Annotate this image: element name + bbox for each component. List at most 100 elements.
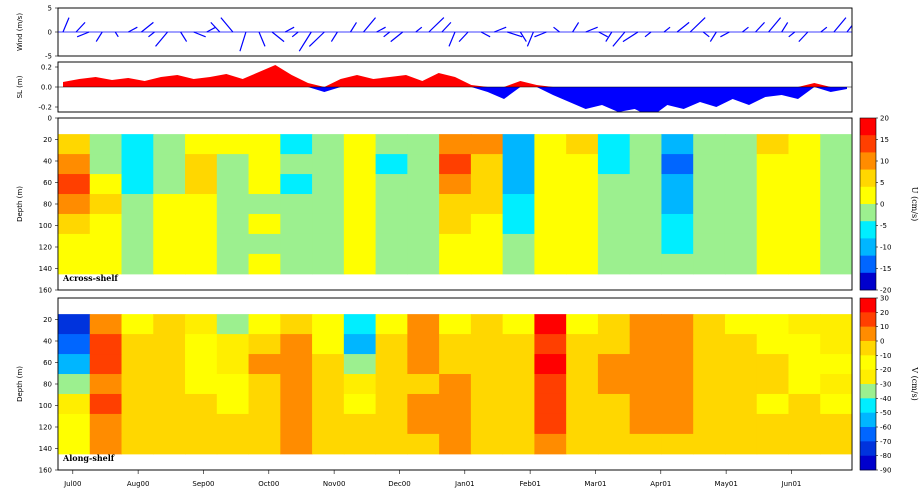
across-shelf-ylabel: Depth (m) bbox=[16, 186, 24, 222]
heatmap-cell bbox=[312, 374, 345, 395]
heatmap-cell bbox=[280, 334, 313, 355]
month-tick-label: Jun01 bbox=[781, 480, 802, 488]
heatmap-cell bbox=[58, 393, 91, 415]
heatmap-cell bbox=[280, 314, 313, 335]
heatmap-cell bbox=[216, 334, 250, 355]
heatmap-cell bbox=[153, 354, 186, 375]
heatmap-cell bbox=[629, 174, 662, 195]
wind-stick bbox=[271, 31, 285, 43]
heatmap-cell bbox=[724, 314, 758, 335]
wind-stick bbox=[480, 31, 491, 38]
heatmap-cell bbox=[439, 154, 472, 175]
heatmap-cell bbox=[407, 433, 440, 455]
colorbar-tick-label: -20 bbox=[880, 366, 891, 374]
heatmap-cell bbox=[629, 314, 662, 335]
heatmap-cell bbox=[121, 334, 154, 355]
heatmap-cell bbox=[89, 213, 123, 235]
heatmap-cell bbox=[661, 233, 694, 255]
heatmap-cell bbox=[280, 154, 313, 175]
wind-stick bbox=[239, 31, 247, 52]
heatmap-cell bbox=[629, 413, 662, 435]
depth-tick-label: 40 bbox=[43, 158, 52, 166]
heatmap-cell bbox=[312, 354, 345, 375]
heatmap-cell bbox=[629, 393, 662, 415]
heatmap-cell bbox=[153, 174, 186, 195]
heatmap-cell bbox=[820, 433, 852, 455]
heatmap-cell bbox=[185, 433, 218, 455]
heatmap-cell bbox=[121, 253, 154, 275]
heatmap-cell bbox=[724, 413, 758, 435]
heatmap-cell bbox=[153, 334, 186, 355]
along-shelf-colorbar-label: V (cm/s) bbox=[910, 366, 919, 400]
heatmap-cell bbox=[820, 393, 852, 415]
heatmap-cell bbox=[343, 174, 377, 195]
heatmap-cell bbox=[375, 393, 408, 415]
heatmap-cell bbox=[693, 433, 726, 455]
across-shelf-colorbar-label: U (cm/s) bbox=[910, 187, 919, 221]
along-shelf-heatmap bbox=[58, 314, 852, 455]
heatmap-cell bbox=[661, 253, 694, 275]
heatmap-cell bbox=[629, 334, 662, 355]
heatmap-cell bbox=[280, 354, 313, 375]
heatmap-cell bbox=[89, 233, 123, 255]
heatmap-cell bbox=[216, 433, 250, 455]
heatmap-cell bbox=[756, 433, 789, 455]
heatmap-cell bbox=[661, 194, 694, 215]
heatmap-cell bbox=[248, 334, 281, 355]
heatmap-cell bbox=[375, 233, 408, 255]
heatmap-cell bbox=[312, 413, 345, 435]
depth-tick-label: 140 bbox=[39, 265, 52, 273]
heatmap-cell bbox=[534, 134, 567, 155]
heatmap-cell bbox=[407, 374, 440, 395]
colorbar-segment bbox=[860, 135, 876, 153]
heatmap-cell bbox=[407, 413, 440, 435]
along-shelf-y-axis: 20 40 60 80 100 120 140 160 bbox=[39, 316, 58, 475]
heatmap-cell bbox=[407, 354, 440, 375]
wind-stick bbox=[833, 17, 847, 33]
colorbar-tick-label: -10 bbox=[880, 352, 891, 360]
heatmap-cell bbox=[820, 354, 852, 375]
heatmap-cell bbox=[756, 334, 789, 355]
heatmap-cell bbox=[693, 393, 726, 415]
heatmap-cell bbox=[534, 334, 567, 355]
heatmap-cell bbox=[502, 354, 535, 375]
heatmap-cell bbox=[820, 253, 852, 275]
heatmap-cell bbox=[661, 354, 694, 375]
wind-stick bbox=[428, 17, 445, 33]
wind-stick bbox=[206, 26, 217, 33]
heatmap-cell bbox=[248, 174, 281, 195]
heatmap-cell bbox=[820, 314, 852, 335]
heatmap-cell bbox=[89, 134, 123, 155]
heatmap-cell bbox=[121, 134, 154, 155]
heatmap-cell bbox=[724, 354, 758, 375]
heatmap-cell bbox=[661, 413, 694, 435]
heatmap-cell bbox=[343, 233, 377, 255]
heatmap-cell bbox=[343, 413, 377, 435]
heatmap-cell bbox=[788, 354, 821, 375]
colorbar-segment bbox=[860, 412, 876, 428]
heatmap-cell bbox=[216, 413, 250, 435]
heatmap-cell bbox=[439, 213, 472, 235]
heatmap-cell bbox=[788, 174, 821, 195]
heatmap-cell bbox=[724, 433, 758, 455]
heatmap-cell bbox=[248, 393, 281, 415]
heatmap-cell bbox=[375, 154, 408, 175]
heatmap-cell bbox=[407, 213, 440, 235]
heatmap-cell bbox=[439, 433, 472, 455]
heatmap-cell bbox=[788, 334, 821, 355]
heatmap-cell bbox=[470, 233, 504, 255]
heatmap-cell bbox=[724, 154, 758, 175]
heatmap-cell bbox=[502, 154, 535, 175]
heatmap-cell bbox=[343, 433, 377, 455]
wind-stick bbox=[755, 21, 765, 33]
heatmap-cell bbox=[788, 374, 821, 395]
heatmap-cell bbox=[312, 393, 345, 415]
heatmap-cell bbox=[375, 134, 408, 155]
heatmap-cell bbox=[153, 253, 186, 275]
heatmap-cell bbox=[661, 213, 694, 235]
colorbar-tick-label: 15 bbox=[880, 136, 889, 144]
heatmap-cell bbox=[280, 413, 313, 435]
wind-stick bbox=[376, 26, 386, 33]
heatmap-cell bbox=[58, 253, 91, 275]
